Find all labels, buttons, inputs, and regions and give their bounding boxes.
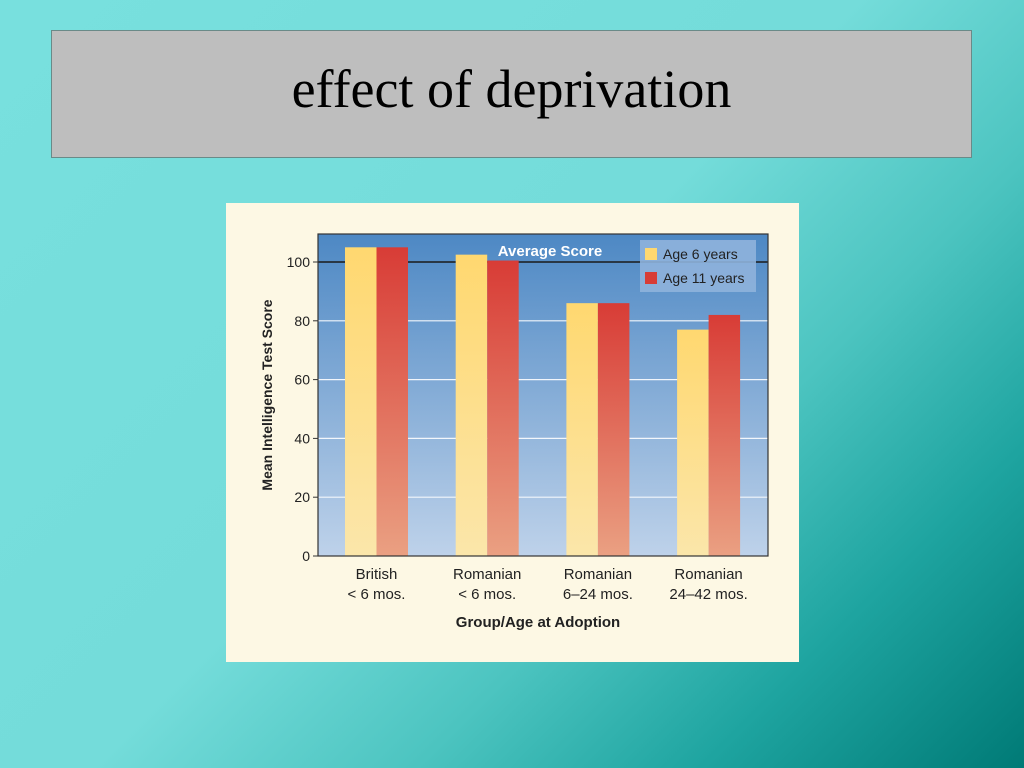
bar-chart: 0 20 40 60 80 100 British < 6 mos. Romanian < 6 … [259,233,769,631]
y-axis-label: Mean Intelligence Test Score [259,299,275,490]
y-tick-label: 80 [294,313,310,329]
bar-age-11-1 [487,260,519,556]
x-category-label: < 6 mos. [348,586,406,603]
legend-label: Age 11 years [663,270,744,286]
x-category-label: Romanian [674,566,742,583]
legend-swatch [645,248,657,260]
y-tick-label: 40 [294,430,310,446]
bar-age-11-2 [597,303,630,556]
legend-label: Age 6 years [663,246,738,262]
legend-swatch [645,272,657,284]
y-axis-ticks: 0 20 40 60 80 100 [287,254,318,564]
bars [345,247,741,557]
x-axis-label: Group/Age at Adoption [456,614,620,631]
x-category-label: Romanian [564,566,632,583]
y-tick-label: 100 [287,254,311,270]
bar-age-6-0 [345,247,377,557]
bar-age-11-3 [708,314,741,556]
legend: Age 6 years Age 11 years [640,240,756,292]
x-category-label: British [356,566,398,583]
x-category-label: Romanian [453,566,521,583]
bar-age-6-1 [455,254,488,556]
y-tick-label: 0 [302,548,310,564]
x-category-label: < 6 mos. [458,586,516,603]
chart-title: Average Score [498,243,603,260]
chart-card: 0 20 40 60 80 100 British < 6 mos. Romanian < 6 … [226,203,799,662]
plot-frame [317,233,769,557]
x-axis-categories: British < 6 mos. Romanian < 6 mos. Romanian 6… [348,566,748,603]
bar-age-6-3 [677,329,709,556]
y-tick-label: 60 [294,372,310,388]
x-category-label: 6–24 mos. [563,586,633,603]
title-box: effect of deprivation [51,30,972,158]
bar-age-6-2 [566,303,598,556]
y-tick-label: 20 [294,489,310,505]
legend-box [640,240,756,292]
bar-age-11-0 [376,247,408,557]
x-category-label: 24–42 mos. [669,586,747,603]
slide-title: effect of deprivation [291,59,732,119]
